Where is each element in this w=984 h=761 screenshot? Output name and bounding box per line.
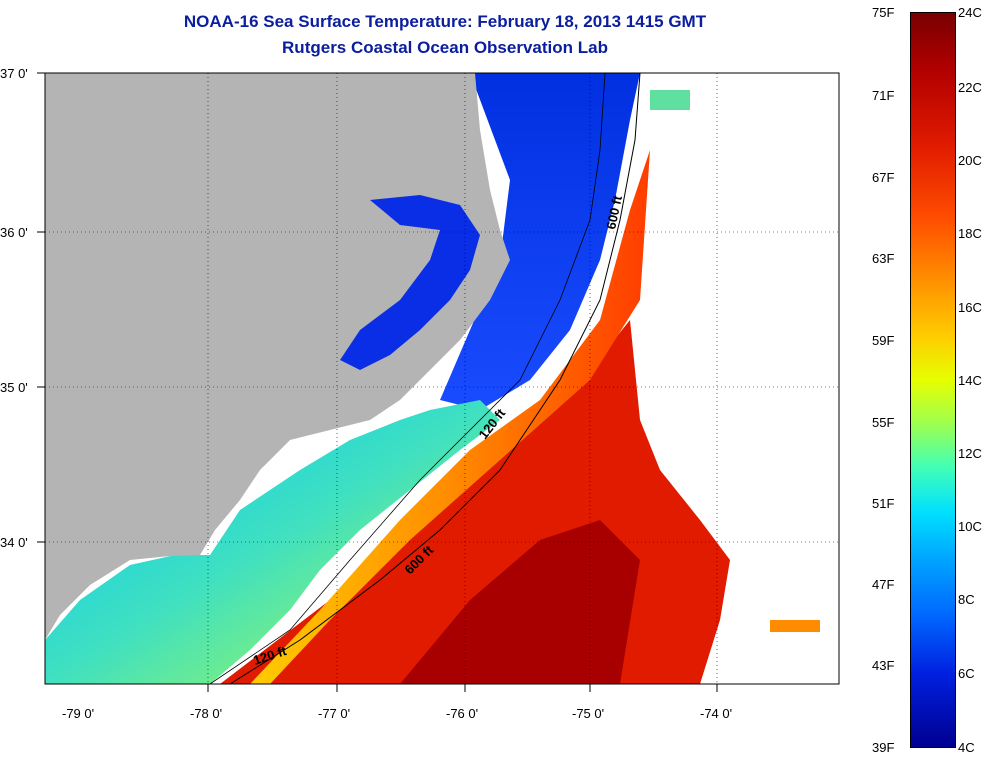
colorbar-c-label: 12C (958, 446, 982, 461)
grid-lines (45, 73, 839, 684)
lon-label: -79 0' (62, 706, 95, 721)
colorbar-f-label: 75F (872, 5, 895, 20)
lat-label: 35 0' (0, 380, 28, 395)
colorbar-c-label: 8C (958, 592, 975, 607)
lon-label: -78 0' (190, 706, 223, 721)
map-subtitle: Rutgers Coastal Ocean Observation Lab (282, 38, 608, 57)
colorbar-f-label: 43F (872, 658, 895, 673)
colorbar-c-label: 20C (958, 153, 982, 168)
lat-label: 34 0' (0, 535, 28, 550)
colorbar-c-label: 10C (958, 519, 982, 534)
colorbar-c-label: 16C (958, 300, 982, 315)
colorbar-f-label: 39F (872, 740, 895, 755)
colorbar-f-label: 67F (872, 170, 895, 185)
temperature-colorbar (910, 12, 956, 748)
colorbar-f-label: 63F (872, 251, 895, 266)
isobath-600ft (229, 73, 641, 684)
lon-label: -74 0' (700, 706, 733, 721)
colorbar-f-label: 47F (872, 577, 895, 592)
coastal-water (45, 400, 500, 684)
pamlico-sound (340, 195, 480, 370)
colorbar-c-label: 24C (958, 5, 982, 20)
colorbar-f-label: 51F (872, 496, 895, 511)
lon-label: -75 0' (572, 706, 605, 721)
lat-label: 37 0' (0, 66, 28, 81)
plot-frame (44, 72, 840, 685)
lon-label: -76 0' (446, 706, 479, 721)
colorbar-c-label: 6C (958, 666, 975, 681)
lon-label: -77 0' (318, 706, 351, 721)
colorbar-c-label: 22C (958, 80, 982, 95)
colorbar-c-label: 18C (958, 226, 982, 241)
isobath-label: 600 ft (603, 194, 625, 231)
colorbar-c-label: 14C (958, 373, 982, 388)
lat-label: 36 0' (0, 225, 28, 240)
map-title: NOAA-16 Sea Surface Temperature: Februar… (183, 12, 707, 31)
colorbar-f-label: 71F (872, 88, 895, 103)
isobath-120ft (209, 73, 606, 684)
colorbar-f-label: 55F (872, 415, 895, 430)
colorbar-c-label: 4C (958, 740, 975, 755)
colorbar-f-label: 59F (872, 333, 895, 348)
